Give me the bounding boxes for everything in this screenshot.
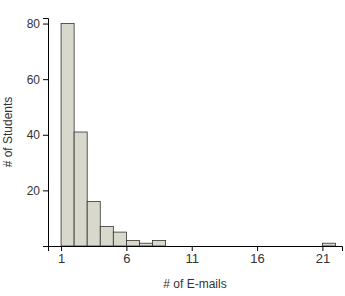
bar xyxy=(244,246,257,247)
bar xyxy=(126,240,139,246)
bar xyxy=(283,246,296,247)
x-tick: 6 xyxy=(123,246,130,266)
bar xyxy=(166,246,179,247)
x-tick: 11 xyxy=(185,246,199,266)
x-axis-title: # of E-mails xyxy=(163,277,226,291)
y-tick-mark xyxy=(43,79,48,80)
bar xyxy=(61,24,74,246)
bar xyxy=(257,246,270,247)
y-tick: 60 xyxy=(27,73,48,87)
x-tick-label: 11 xyxy=(185,251,199,266)
bar xyxy=(218,246,231,247)
y-tick-label: 60 xyxy=(27,73,41,87)
bar xyxy=(270,246,283,247)
y-tick: 20 xyxy=(27,184,48,198)
bar xyxy=(87,202,100,246)
bar xyxy=(296,246,309,247)
y-tick: 80 xyxy=(27,17,48,31)
x-tick-label: 16 xyxy=(250,251,264,266)
y-tick: 40 xyxy=(27,128,48,142)
bar xyxy=(153,240,166,246)
y-tick-label: 20 xyxy=(27,184,41,198)
y-tick-mark xyxy=(43,190,48,191)
x-tick: 1 xyxy=(58,246,65,266)
bar xyxy=(139,243,152,246)
x-tick-label: 6 xyxy=(123,251,130,266)
y-axis: 20 40 60 80 xyxy=(27,17,49,247)
chart: 1611162120406080# of E-mails# of Student… xyxy=(0,0,345,296)
bar xyxy=(74,132,87,246)
bar xyxy=(113,232,126,246)
bars xyxy=(61,24,335,246)
x-tick-label: 21 xyxy=(316,251,330,266)
bar xyxy=(205,246,218,247)
bar xyxy=(231,246,244,247)
bar xyxy=(100,227,113,246)
y-axis-title: # of Students xyxy=(1,97,15,168)
x-axis: 16111621 xyxy=(49,246,343,266)
x-tick: 16 xyxy=(250,246,264,266)
y-tick-mark xyxy=(43,135,48,136)
bar xyxy=(322,243,335,246)
y-tick-label: 40 xyxy=(27,128,41,142)
x-tick: 21 xyxy=(316,246,330,266)
y-axis-line xyxy=(43,19,49,247)
bar xyxy=(309,246,322,247)
y-tick-label: 80 xyxy=(27,17,41,31)
bar xyxy=(192,246,205,247)
y-tick-mark xyxy=(43,24,48,25)
bar xyxy=(179,246,192,247)
x-tick-label: 1 xyxy=(58,251,65,266)
